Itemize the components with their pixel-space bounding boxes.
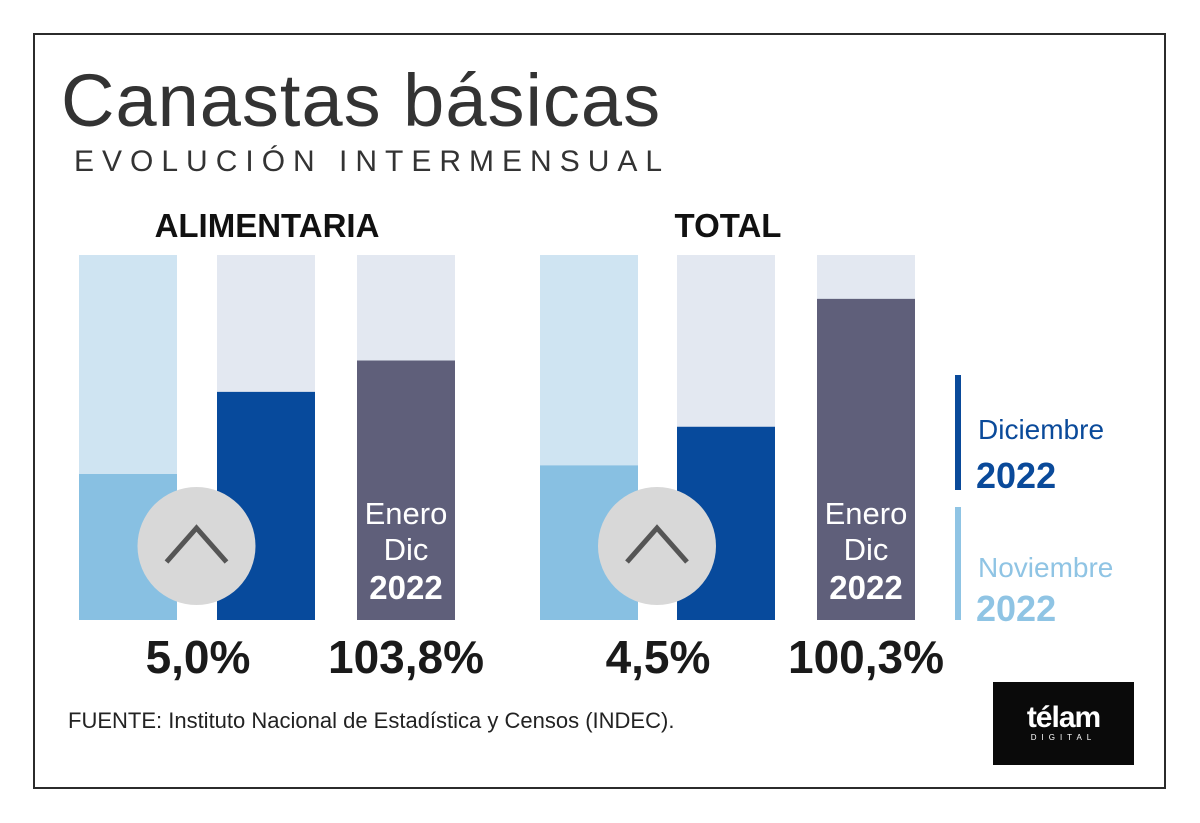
group-title-alimentaria: ALIMENTARIA <box>154 207 380 244</box>
annual-text-alimentaria: Enero Dic 2022 <box>357 496 455 608</box>
bar-enero-dic-total <box>817 298 915 620</box>
increase-indicator-total <box>598 487 716 605</box>
legend-swatch-noviembre <box>955 507 961 620</box>
annual-text-total: Enero Dic 2022 <box>817 496 915 608</box>
legend-label-noviembre: Noviembre <box>978 552 1114 583</box>
chevron-up-icon <box>164 524 229 564</box>
legend-year-diciembre: 2022 <box>976 455 1057 496</box>
annual-text-line: Enero <box>364 496 448 531</box>
bar-enero-dic-alimentaria <box>357 360 455 620</box>
annual-text-line: Dic <box>843 532 889 567</box>
annual-value-alimentaria: 103,8% <box>327 631 484 683</box>
annual-text-year: 2022 <box>829 569 903 606</box>
source-note: FUENTE: Instituto Nacional de Estadístic… <box>68 708 675 733</box>
logo-text: télam <box>1026 701 1101 734</box>
legend-swatch-diciembre <box>955 375 961 490</box>
annual-value-total: 100,3% <box>787 631 944 683</box>
legend-year-noviembre: 2022 <box>976 588 1057 629</box>
increase-indicator-alimentaria <box>137 487 256 605</box>
annual-text-line: Enero <box>824 496 908 531</box>
logo-subtext: DIGITAL <box>1030 733 1097 742</box>
group-title-total: TOTAL <box>674 207 782 244</box>
page-title: Canastas básicas <box>61 59 662 142</box>
annual-text-line: Dic <box>383 532 429 567</box>
monthly-value-alimentaria: 5,0% <box>145 631 251 683</box>
annual-text-year: 2022 <box>369 569 443 606</box>
telam-logo: télam DIGITAL <box>993 682 1134 765</box>
chevron-up-icon <box>625 524 689 564</box>
page-subtitle: EVOLUCIÓN INTERMENSUAL <box>74 145 671 178</box>
legend-label-diciembre: Diciembre <box>978 414 1105 445</box>
monthly-value-total: 4,5% <box>605 631 711 683</box>
